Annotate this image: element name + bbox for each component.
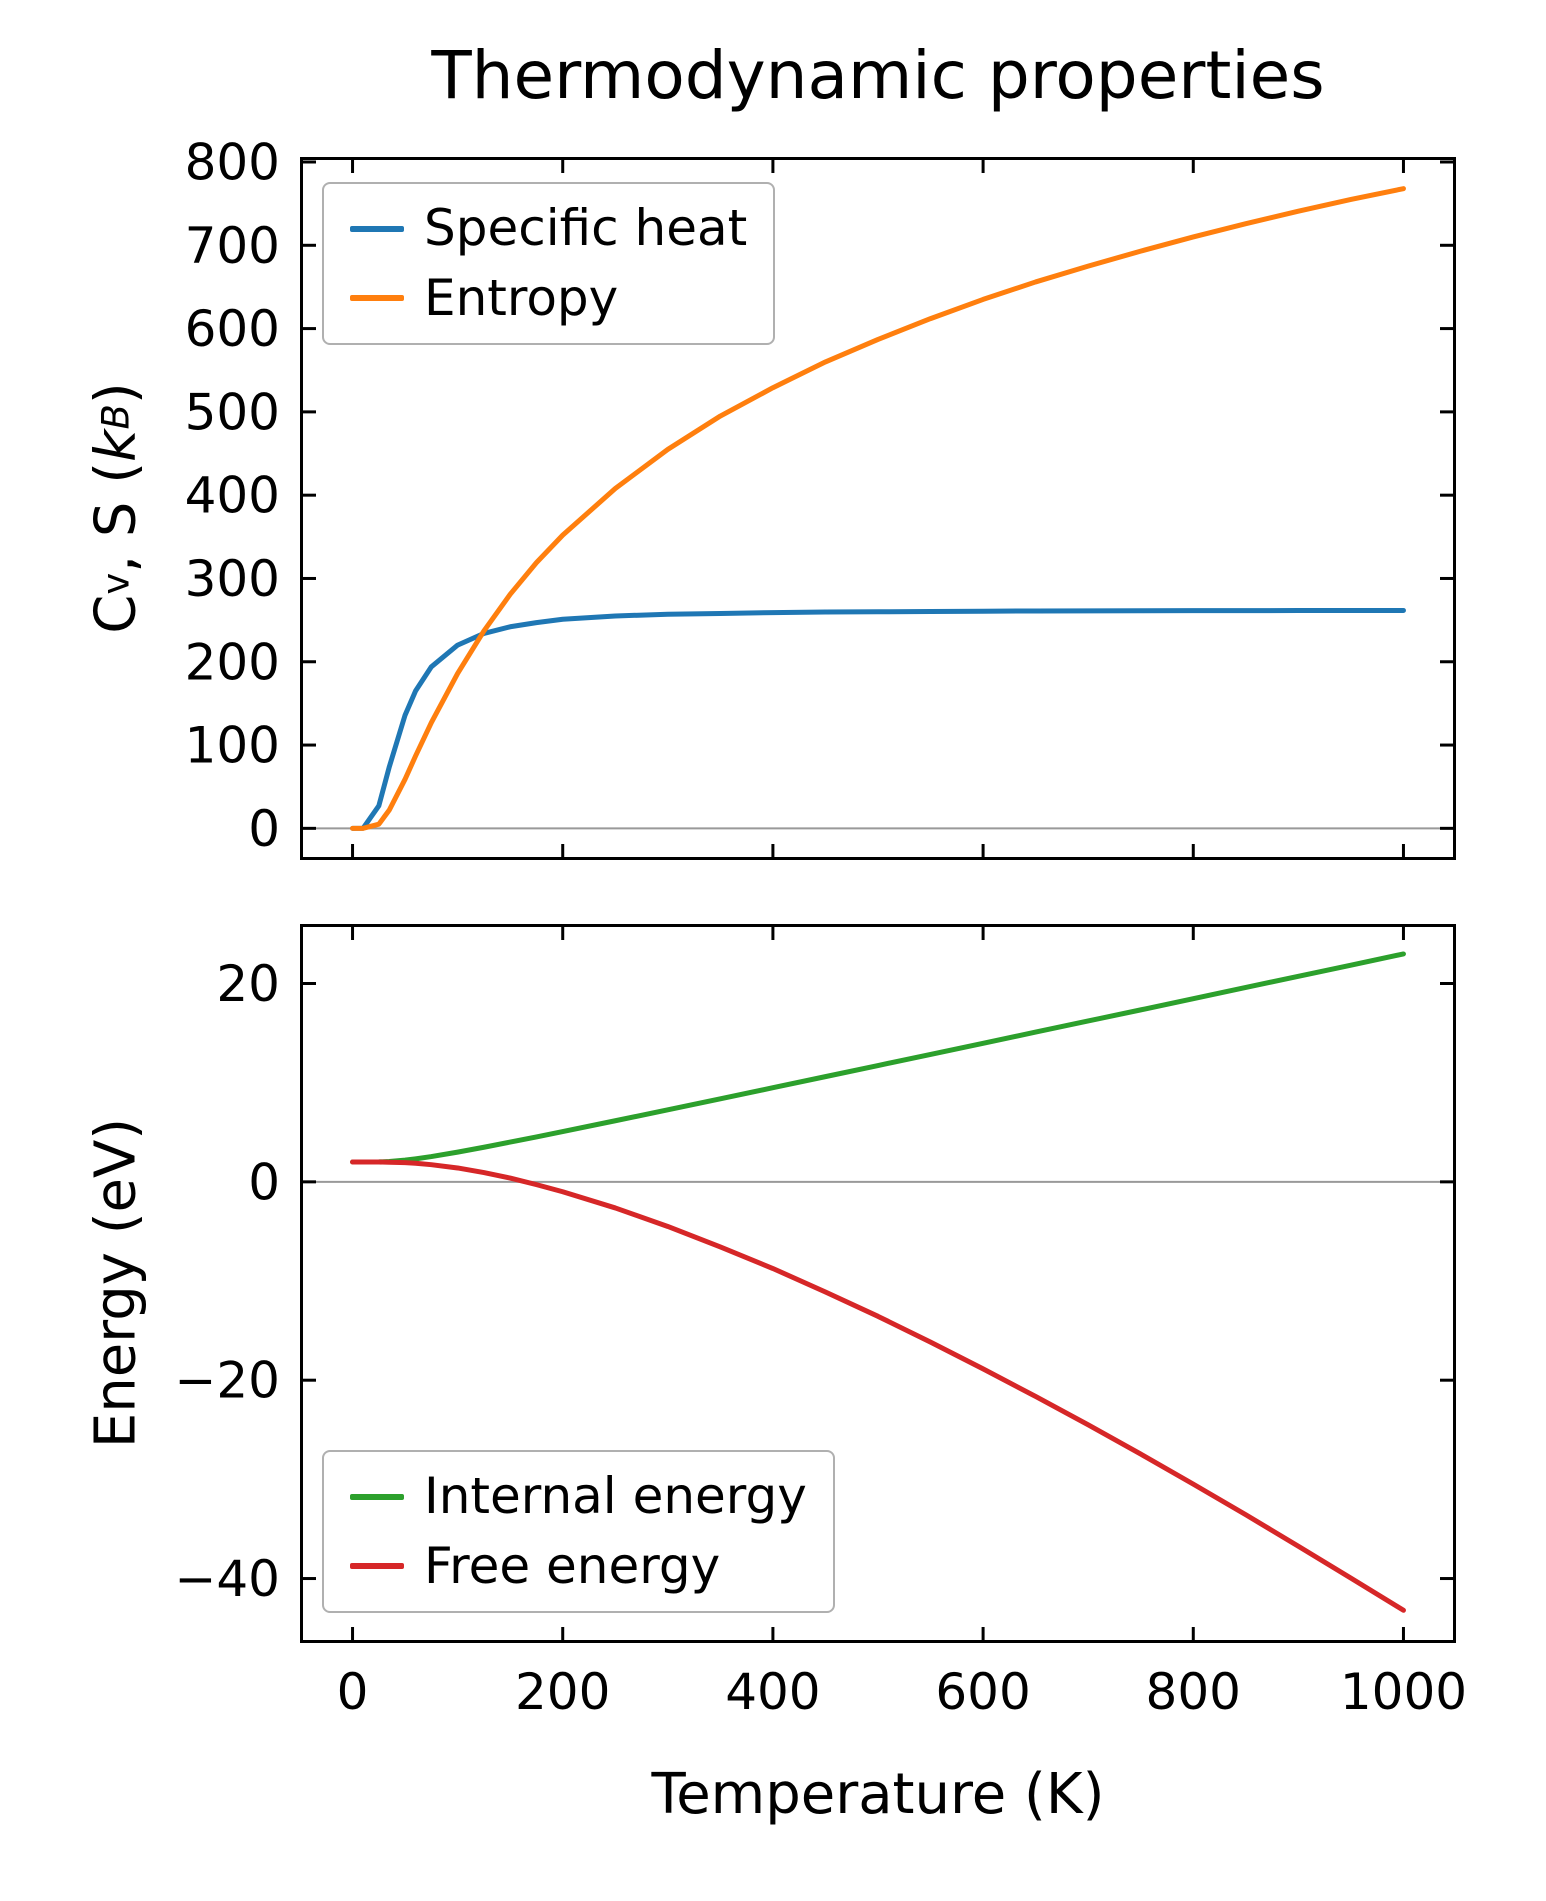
ylabel-part-k: k xyxy=(83,429,148,462)
ylabel-part-B-sub: B xyxy=(94,404,137,430)
y-tick-label: −40 xyxy=(174,1550,280,1608)
legend-item-specific-heat: Specific heat xyxy=(350,199,748,258)
x-tick-label: 600 xyxy=(935,1663,1030,1721)
x-axis-label-temperature: Temperature (K) xyxy=(651,1762,1105,1827)
y-tick-label: 500 xyxy=(185,383,280,441)
y-tick-label: 700 xyxy=(185,217,280,275)
specific-heat-line-swatch xyxy=(350,225,404,232)
legend-item-free-energy: Free energy xyxy=(350,1536,807,1596)
entropy-line-swatch xyxy=(350,295,404,302)
series-line-free-energy xyxy=(350,1159,1406,1613)
x-tick-label: 200 xyxy=(515,1663,610,1721)
y-tick-label: 200 xyxy=(185,633,280,691)
y-tick-label: 800 xyxy=(185,133,280,191)
ylabel-part-v-sub: v xyxy=(94,572,137,595)
series-line-specific-heat xyxy=(350,607,1406,831)
y-tick-label: 0 xyxy=(248,800,280,858)
y-tick-label: 0 xyxy=(248,1153,280,1211)
y-tick-label: 300 xyxy=(185,550,280,608)
legend-label-free-energy: Free energy xyxy=(424,1536,721,1595)
ylabel-part-s: , S ( xyxy=(83,461,148,573)
x-tick-label: 400 xyxy=(725,1663,820,1721)
y-tick-label: 600 xyxy=(185,300,280,358)
series-line-internal-energy xyxy=(350,951,1406,1165)
specific-heat-entropy-plot: 0 100 200 300 400 500 600 700 800 xyxy=(185,133,1456,860)
legend-label-internal-energy: Internal energy xyxy=(424,1467,807,1525)
axes-spines xyxy=(300,157,1456,860)
legend-top: Specific heat Entropy xyxy=(322,182,776,345)
ylabel-part-C: C xyxy=(83,594,148,634)
axes-spines xyxy=(300,924,1456,1643)
x-tick-label: 800 xyxy=(1146,1663,1241,1721)
y-tick-label: 100 xyxy=(185,717,280,775)
energy-plot: 0 200 400 600 800 1000 −40 −20 0 20 xyxy=(174,924,1467,1721)
x-tick-label: 1000 xyxy=(1340,1663,1467,1721)
ylabel-part-close-paren: ) xyxy=(83,382,148,405)
legend-item-entropy: Entropy xyxy=(350,268,747,328)
y-tick-label: −20 xyxy=(174,1352,280,1410)
series-line-entropy xyxy=(350,186,1406,831)
legend-bottom: Internal energy Free energy xyxy=(322,1450,835,1613)
free-energy-line-swatch xyxy=(350,1563,404,1570)
chart-title: Thermodynamic properties xyxy=(431,37,1325,114)
legend-item-internal-energy: Internal energy xyxy=(350,1467,807,1526)
y-tick-label: 20 xyxy=(216,955,280,1013)
legend-label-specific-heat: Specific heat xyxy=(424,199,748,257)
internal-energy-line-swatch xyxy=(350,1493,404,1500)
x-tick-label: 0 xyxy=(337,1663,369,1721)
legend-label-entropy: Entropy xyxy=(424,268,619,327)
y-axis-label-energy: Energy (eV) xyxy=(83,1117,148,1449)
y-tick-label: 400 xyxy=(185,467,280,525)
